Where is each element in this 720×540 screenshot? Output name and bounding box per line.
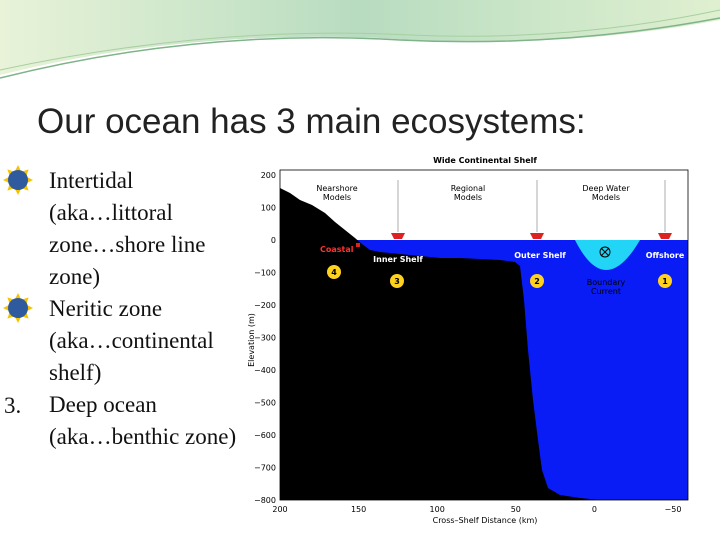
site-number: 1 [662,277,668,286]
y-tick-label: −100 [254,269,276,278]
zone-label: Models [592,193,620,202]
x-tick-label: 200 [272,505,287,514]
zone-label: Deep Water [582,184,630,193]
zone-label: Nearshore [316,184,357,193]
site-label: Offshore [646,251,685,260]
bullet-ray [15,189,21,195]
slide-title: Our ocean has 3 main ecosystems: [37,102,586,141]
bullet-list: Intertidal (aka…littoral zone…shore line zo… [3,165,236,449]
x-tick-label: 50 [511,505,521,514]
zone-label: Models [454,193,482,202]
bullet-ray [27,305,33,311]
bullet-icon [3,293,33,323]
list-item-line: zone) [49,264,100,289]
list-item-line: (aka…littoral [49,200,173,225]
site-marker [390,274,404,288]
bullet-ray [7,184,14,191]
bullet-ray [15,317,21,323]
bullet-ray [7,169,14,176]
plot-frame [279,169,689,501]
mooring-lines [397,180,666,232]
x-tick-label: 100 [430,505,445,514]
bullet-ray [15,293,21,299]
y-tick-label: 100 [261,204,276,213]
bullet-ray [15,165,21,171]
x-tick-label: −50 [665,505,682,514]
current-symbol [599,246,611,258]
list-number: 3. [4,393,21,418]
y-axis-label: Elevation (m) [247,313,256,367]
list-item-line: Deep ocean [49,392,157,417]
seafloor [280,188,600,500]
x-axis-label: Cross–Shelf Distance (km) [433,516,538,525]
y-tick-label: 0 [271,236,276,245]
zone-label: Regional [451,184,486,193]
bullet-ray [27,177,33,183]
site-marker [658,274,672,288]
bullet-core [8,298,28,318]
y-tick-label: 200 [261,171,276,180]
site-label: Outer Shelf [514,251,566,260]
y-tick-label: −600 [254,431,276,440]
bullet-ray [3,177,9,183]
site-number: 3 [394,277,400,286]
bullet-ray [22,184,29,191]
list-item-line: Intertidal [49,168,133,193]
y-tick-label: −500 [254,399,276,408]
figure-title: Wide Continental Shelf [433,156,537,165]
site-marker [530,274,544,288]
list-item-line: Neritic zone [49,296,162,321]
zone-label: Models [323,193,351,202]
x-tick-label: 150 [351,505,366,514]
y-tick-label: −800 [254,496,276,505]
site-label: Coastal [320,245,354,254]
list-item-line: (aka…continental [49,328,214,353]
list-item-line: (aka…benthic zone) [49,424,236,449]
bullet-ray [3,305,9,311]
y-tick-label: −300 [254,334,276,343]
header-decoration [0,0,720,79]
list-item-line: zone…shore line [49,232,205,257]
list-item-line: shelf) [49,360,101,385]
buoys [356,233,672,247]
current-label: Current [591,287,621,296]
site-number: 4 [331,268,337,277]
y-tick-label: −700 [254,464,276,473]
y-tick-label: −400 [254,366,276,375]
current-symbol-cross [600,247,610,257]
site-number: 2 [534,277,540,286]
bullet-icon [3,165,33,195]
figure: Wide Continental Shelf Elevation (m) Cro… [247,156,689,525]
current-label: Boundary [587,278,626,287]
bullet-core [8,170,28,190]
bullet-ray [22,169,29,176]
site-marker [327,265,341,279]
y-tick-label: −200 [254,301,276,310]
x-tick-label: 0 [592,505,597,514]
site-label: Inner Shelf [373,255,423,264]
